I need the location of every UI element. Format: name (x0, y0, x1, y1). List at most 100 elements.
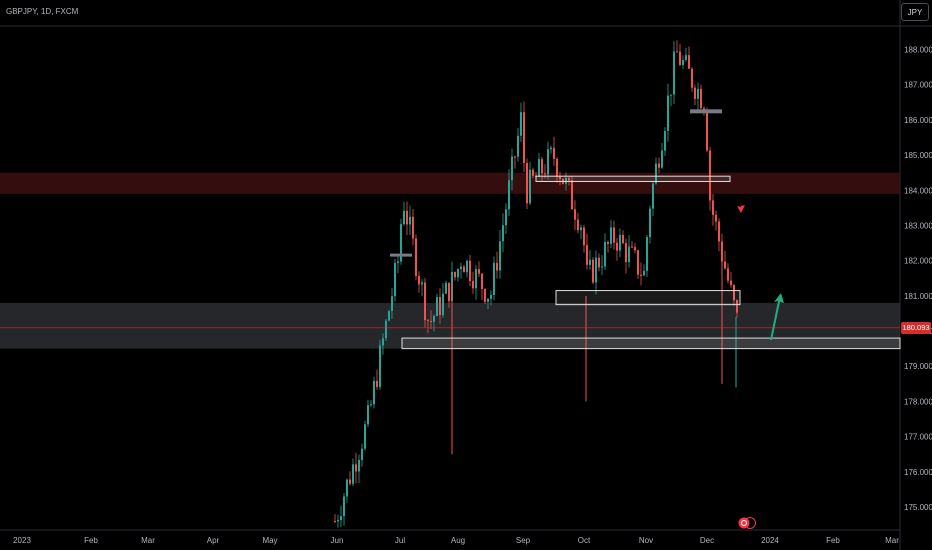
price-tick-label: 184.000 (904, 186, 932, 195)
candle-body (342, 496, 345, 517)
time-tick-label: Apr (207, 536, 220, 545)
candle-body (642, 270, 645, 276)
candle-body (678, 51, 681, 66)
candle-body (639, 274, 642, 276)
time-tick-label: Mar (885, 536, 899, 545)
candle-body (477, 269, 480, 274)
candle-body (690, 68, 693, 88)
candle-body (681, 60, 684, 66)
candle-body (654, 163, 657, 184)
candle-body (387, 311, 390, 321)
candle-body (696, 88, 699, 99)
candle-body (378, 345, 381, 387)
candle-body (348, 479, 351, 484)
candle-body (624, 243, 627, 262)
candle-body (573, 209, 576, 220)
price-tick-label: 175.000 (904, 503, 932, 512)
price-tick-label: 176.000 (904, 468, 932, 477)
candle-body (441, 293, 444, 316)
candle-body (417, 275, 420, 285)
candle-body (618, 234, 621, 251)
candle-body (723, 261, 726, 269)
candle-body (579, 227, 582, 231)
candle-body (570, 180, 573, 210)
candle-body (537, 159, 540, 177)
time-tick-label: Sep (516, 536, 531, 545)
candle-body (531, 169, 534, 176)
price-tick-label: 186.000 (904, 116, 932, 125)
candle-body (693, 87, 696, 99)
time-tick-label: Aug (451, 536, 465, 545)
time-tick-label: Jun (331, 536, 344, 545)
candle-body (432, 315, 435, 322)
candle-body (351, 464, 354, 484)
candle-body (354, 464, 357, 472)
arrow-down-icon (737, 193, 745, 213)
candle-body (576, 219, 579, 231)
resistance-zone (0, 172, 900, 194)
candle-body (525, 163, 528, 204)
candle-body (336, 520, 339, 522)
support-zone (0, 302, 900, 349)
candle-body (489, 294, 492, 299)
price-tick-label: 178.000 (904, 397, 932, 406)
candle-body (699, 88, 702, 109)
time-tick-label: Dec (700, 536, 714, 545)
candle-body (423, 282, 426, 321)
candle-body (513, 156, 516, 158)
candle-body (501, 225, 504, 242)
candle-body (732, 285, 735, 301)
candle-body (714, 214, 717, 222)
currency-button[interactable]: JPY (901, 3, 929, 21)
overlays-layer (0, 109, 901, 350)
candle-body (471, 281, 474, 289)
candle-body (528, 169, 531, 204)
time-axis: 2023 Feb Mar Apr May Jun Jul Aug Sep Oct Nov Dec 202… (13, 536, 899, 545)
time-tick-label: Feb (826, 536, 840, 545)
candle-body (687, 55, 690, 69)
candle-body (411, 216, 414, 239)
candle-body (483, 289, 486, 302)
candle-body (603, 241, 606, 267)
candle-body (459, 266, 462, 270)
candle-body (480, 273, 483, 290)
candle-body (564, 178, 567, 184)
candle-body (543, 173, 546, 175)
candle-body (498, 241, 501, 271)
marker-nov (690, 109, 722, 114)
arrow-up-icon (770, 293, 784, 340)
candle-body (588, 259, 591, 265)
candle-body (636, 250, 639, 275)
candle-body (663, 130, 666, 151)
candle-body (396, 261, 399, 263)
candle-body (591, 259, 594, 283)
candle-body (582, 227, 585, 246)
candle-body (609, 227, 612, 244)
candle-body (390, 296, 393, 312)
candle-body (612, 227, 615, 243)
time-tick-label: Feb (84, 536, 98, 545)
candle-body (492, 262, 495, 295)
candle-body (615, 242, 618, 251)
candle-body (426, 320, 429, 322)
candle-body (660, 150, 663, 168)
candle-body (363, 424, 366, 449)
candle-body (729, 280, 732, 286)
candle-body (495, 262, 498, 271)
price-tick-label: 177.000 (904, 433, 932, 442)
candle-body (468, 260, 471, 282)
candle-body (705, 111, 708, 151)
candle-body (399, 224, 402, 262)
candle-body (552, 147, 555, 159)
tradingview-logo-icon[interactable] (738, 517, 756, 529)
price-tick-label: 188.000 (904, 46, 932, 55)
candle-body (675, 51, 678, 53)
time-tick-label: Nov (639, 536, 653, 545)
time-tick-label: Jul (395, 536, 405, 545)
candle-body (684, 55, 687, 61)
candle-body (606, 241, 609, 244)
time-tick-label: Oct (578, 536, 591, 545)
price-tick-label: 181.000 (904, 292, 932, 301)
candle-body (597, 257, 600, 268)
